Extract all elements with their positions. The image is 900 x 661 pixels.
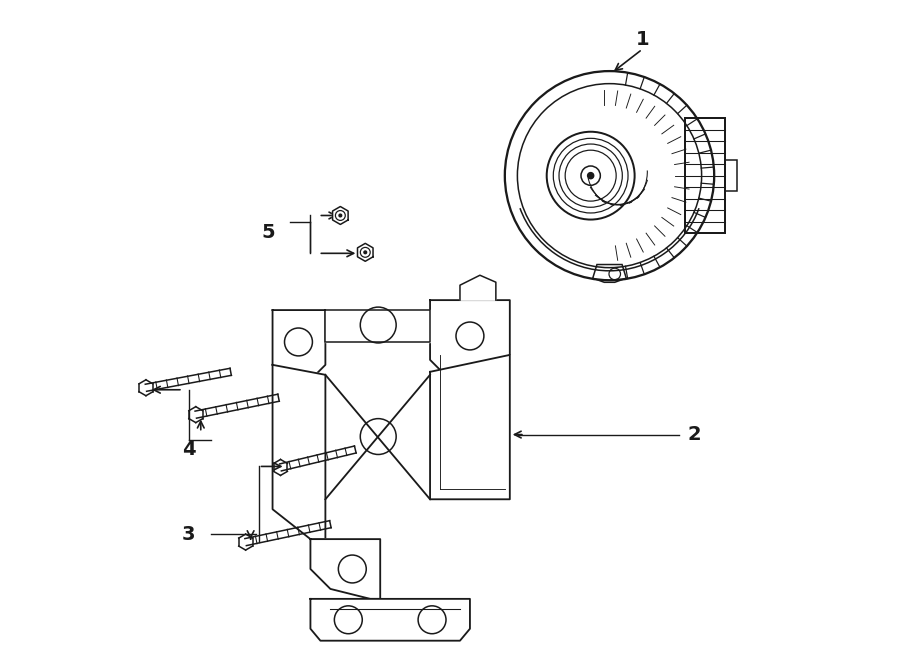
Text: 4: 4	[182, 440, 195, 459]
Text: 2: 2	[688, 425, 701, 444]
Bar	[685, 118, 724, 233]
Polygon shape	[310, 599, 470, 641]
Text: 1: 1	[635, 30, 649, 49]
Circle shape	[339, 214, 342, 217]
Text: 3: 3	[182, 525, 195, 543]
Polygon shape	[430, 300, 509, 372]
Polygon shape	[460, 275, 496, 300]
Bar	[724, 160, 737, 191]
Polygon shape	[273, 365, 326, 539]
Polygon shape	[273, 310, 326, 375]
Polygon shape	[333, 206, 348, 225]
Polygon shape	[310, 539, 380, 599]
Polygon shape	[326, 310, 430, 342]
Circle shape	[588, 173, 594, 178]
Text: 5: 5	[262, 223, 275, 242]
Circle shape	[364, 251, 366, 254]
Polygon shape	[430, 355, 509, 499]
Polygon shape	[357, 243, 373, 261]
